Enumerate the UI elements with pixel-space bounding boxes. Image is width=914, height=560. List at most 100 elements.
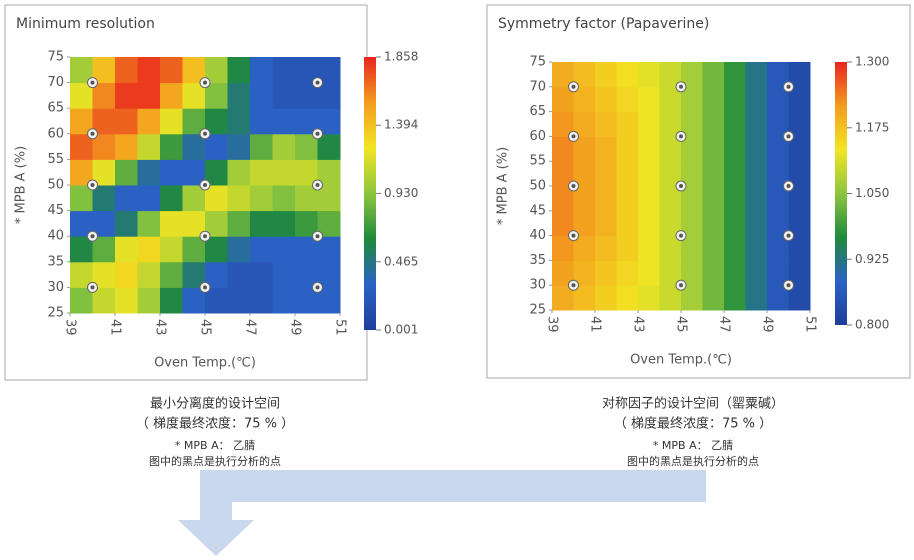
y-tick-label: 60 (529, 129, 546, 144)
x-tick-label: 49 (288, 319, 303, 336)
heat-cell (317, 108, 341, 135)
design-point-center (679, 134, 683, 139)
heat-cell (92, 108, 116, 135)
heat-cell (745, 161, 768, 187)
heat-cell (595, 161, 617, 187)
heat-cell (681, 235, 703, 261)
heat-cell (137, 210, 161, 237)
heat-cell (182, 108, 206, 135)
design-point-center (203, 80, 207, 85)
heat-cell (702, 111, 725, 137)
heat-cell (115, 236, 138, 263)
x-tick-label: 49 (760, 316, 775, 333)
heat-cell (638, 136, 660, 162)
heat-cell (681, 111, 703, 137)
heat-cell (552, 86, 574, 113)
heat-cell (788, 235, 811, 261)
heat-cell (295, 210, 318, 237)
heat-cell (573, 111, 596, 137)
heat-cell (767, 136, 789, 162)
y-tick-label: 40 (47, 229, 64, 244)
heat-cell (595, 210, 617, 237)
heat-cell (745, 62, 768, 88)
heat-cell (295, 261, 318, 288)
heat-cell (160, 261, 183, 288)
heat-cell (115, 108, 138, 135)
design-point-center (90, 234, 95, 239)
design-point-center (571, 84, 576, 89)
heat-cell (767, 62, 789, 88)
heat-cell (616, 161, 639, 187)
y-tick-label: 30 (529, 278, 546, 293)
heat-cell (115, 57, 138, 84)
heat-cell (616, 111, 639, 137)
chart-title: Minimum resolution (16, 16, 155, 32)
heat-cell (638, 285, 660, 311)
heat-cell (205, 82, 228, 109)
heat-cell (702, 186, 725, 212)
heat-cell (681, 186, 703, 212)
x-tick-label: 39 (545, 316, 560, 333)
design-point-center (679, 84, 683, 89)
caption: 对称因子的设计空间（罂粟碱） (602, 396, 784, 412)
heat-cell (205, 108, 228, 135)
heat-cell (552, 62, 574, 88)
x-tick-label: 41 (588, 316, 603, 333)
design-point-center (571, 283, 576, 288)
heat-cell (702, 285, 725, 311)
x-tick-label: 43 (153, 319, 168, 336)
design-point-center (90, 131, 95, 136)
colorbar-label: 0.930 (384, 186, 418, 200)
heat-cell (182, 261, 206, 288)
heat-cell (745, 111, 768, 137)
heat-cell (295, 236, 318, 263)
heat-cell (638, 210, 660, 237)
heat-cell (182, 236, 206, 263)
colorbar-label: 1.394 (384, 118, 418, 132)
heat-cell (659, 62, 682, 88)
heat-cell (182, 185, 206, 212)
heat-cell (70, 236, 93, 263)
heat-cell (638, 260, 660, 286)
colorbar-label: 1.175 (855, 120, 889, 134)
heat-cell (659, 136, 682, 162)
x-tick-label: 51 (333, 319, 348, 336)
heat-cell (137, 133, 161, 160)
heat-cell (182, 57, 206, 84)
heat-cell (160, 108, 183, 135)
y-tick-label: 45 (47, 203, 64, 218)
heat-cell (724, 285, 746, 311)
design-point-center (315, 80, 320, 85)
heat-cell (724, 86, 746, 113)
heat-cell (317, 57, 341, 84)
heat-cell (616, 186, 639, 212)
heat-cell (250, 261, 273, 288)
heat-cell (788, 260, 811, 286)
heat-cell (250, 82, 273, 109)
heat-cell (250, 287, 273, 314)
colorbar-label: 1.300 (855, 55, 889, 69)
heat-cell (638, 86, 660, 113)
heat-cell (638, 62, 660, 88)
design-point-center (786, 283, 791, 288)
design-point-center (315, 183, 320, 187)
heat-cell (659, 260, 682, 286)
design-point-center (203, 285, 207, 290)
y-tick-label: 25 (529, 303, 546, 318)
heat-cell (92, 210, 116, 237)
heat-cell (70, 108, 93, 135)
heat-cell (115, 82, 138, 109)
y-axis-label: * MPB A (%) (14, 146, 29, 224)
y-tick-label: 35 (47, 254, 64, 269)
heat-cell (616, 136, 639, 162)
heat-cell (227, 82, 251, 109)
heat-cell (788, 161, 811, 187)
heat-cell (616, 210, 639, 237)
chart-title: Symmetry factor (Papaverine) (498, 16, 709, 32)
heat-cell (552, 136, 574, 162)
heat-cell (317, 185, 341, 212)
heat-cell (659, 235, 682, 261)
heat-cell (115, 159, 138, 186)
heat-cell (724, 210, 746, 237)
heat-cell (182, 287, 206, 314)
